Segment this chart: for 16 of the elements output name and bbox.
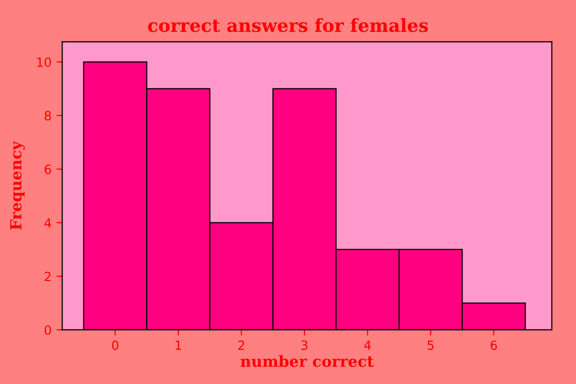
- y-tick-label: 8: [44, 111, 51, 120]
- x-tick-label: 1: [176, 340, 182, 350]
- x-tick-label: 3: [301, 340, 308, 350]
- y-tick-label: 4: [44, 218, 52, 228]
- x-tick-label: 5: [428, 340, 434, 350]
- y-tick-label: 0: [44, 325, 51, 335]
- x-tick-label: 4: [364, 340, 371, 350]
- x-tick-label: 2: [238, 340, 244, 350]
- x-tick-label: 6: [490, 340, 497, 350]
- y-tick-label: 10: [37, 57, 51, 67]
- y-tick-label: 6: [44, 164, 52, 174]
- y-tick-label: 2: [44, 272, 51, 282]
- chart-title: correct answers for females: [148, 18, 428, 32]
- x-axis-title: number correct: [240, 355, 374, 367]
- x-tick-label: 0: [112, 340, 118, 350]
- y-axis-title: Frequency: [10, 140, 25, 230]
